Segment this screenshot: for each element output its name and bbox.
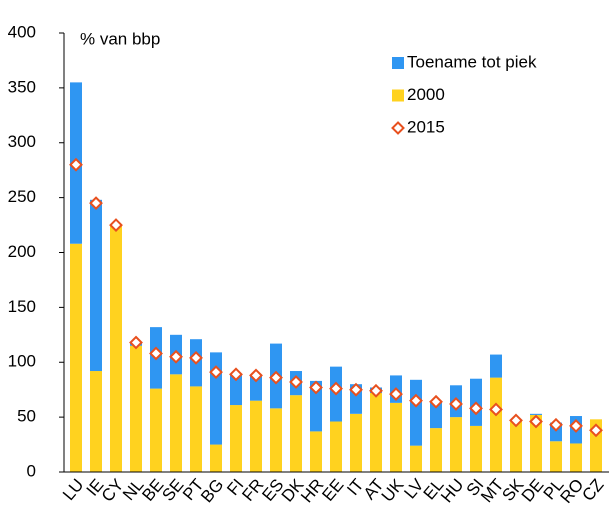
bar bbox=[390, 402, 402, 472]
bar bbox=[490, 377, 502, 472]
bar bbox=[510, 421, 522, 472]
bar bbox=[530, 413, 542, 415]
y-tick-label: 250 bbox=[8, 187, 36, 206]
marker bbox=[569, 418, 583, 433]
marker bbox=[289, 375, 303, 389]
bar bbox=[430, 428, 442, 472]
y-axis-label: % van bbp bbox=[80, 29, 160, 48]
bar bbox=[270, 408, 282, 472]
bar bbox=[570, 443, 582, 472]
marker bbox=[329, 381, 343, 396]
bar bbox=[90, 199, 102, 372]
marker bbox=[109, 218, 123, 232]
bar bbox=[150, 388, 162, 472]
marker bbox=[389, 387, 403, 401]
x-tick-label: CZ bbox=[578, 475, 607, 505]
bar bbox=[330, 421, 342, 472]
marker bbox=[269, 370, 283, 385]
bar bbox=[370, 392, 382, 472]
bar bbox=[90, 371, 102, 472]
x-tick-label: EE bbox=[318, 475, 347, 505]
marker bbox=[529, 414, 543, 429]
bar bbox=[230, 405, 242, 472]
bar bbox=[130, 345, 142, 472]
x-tick-label: HU bbox=[437, 475, 467, 506]
marker bbox=[509, 413, 523, 428]
y-tick-label: 150 bbox=[8, 297, 36, 316]
marker bbox=[149, 346, 163, 361]
legend-swatch bbox=[392, 89, 404, 102]
marker bbox=[129, 335, 143, 350]
marker bbox=[469, 401, 483, 416]
y-tick-label: 50 bbox=[17, 407, 36, 426]
y-tick-label: 200 bbox=[8, 242, 36, 261]
marker bbox=[349, 382, 363, 397]
legend-swatch bbox=[391, 121, 405, 135]
marker bbox=[229, 367, 243, 382]
legend-label: 2000 bbox=[407, 85, 445, 104]
bar bbox=[250, 400, 262, 472]
marker bbox=[489, 402, 503, 417]
bar bbox=[250, 375, 262, 401]
bar bbox=[70, 243, 82, 472]
bar bbox=[170, 374, 182, 472]
marker bbox=[189, 350, 203, 365]
bar bbox=[350, 413, 362, 472]
marker bbox=[449, 397, 463, 411]
legend-swatch bbox=[392, 57, 404, 69]
marker bbox=[69, 157, 83, 172]
bar bbox=[550, 441, 562, 472]
bar bbox=[310, 380, 322, 432]
legend-label: Toename tot piek bbox=[407, 52, 537, 71]
y-tick-label: 0 bbox=[27, 461, 36, 480]
bar bbox=[230, 375, 242, 406]
marker bbox=[249, 368, 263, 383]
marker bbox=[309, 380, 323, 395]
bar bbox=[470, 425, 482, 472]
y-tick-label: 100 bbox=[8, 352, 36, 371]
marker bbox=[429, 394, 443, 409]
y-tick-label: 350 bbox=[8, 77, 36, 96]
bar bbox=[310, 431, 322, 472]
y-tick-label: 300 bbox=[8, 132, 36, 151]
marker bbox=[369, 383, 383, 398]
bar bbox=[210, 444, 222, 472]
marker bbox=[549, 417, 563, 432]
marker bbox=[209, 365, 223, 380]
x-tick-label: LU bbox=[59, 475, 88, 504]
marker bbox=[589, 423, 603, 438]
marker bbox=[409, 393, 423, 408]
bar bbox=[450, 417, 462, 472]
bar bbox=[110, 225, 122, 472]
legend-label: 2015 bbox=[407, 117, 445, 136]
bar bbox=[290, 395, 302, 472]
bar bbox=[190, 386, 202, 472]
x-tick-label: BG bbox=[197, 475, 227, 506]
marker bbox=[89, 196, 103, 211]
bar bbox=[490, 354, 502, 378]
bar bbox=[430, 400, 442, 429]
bar bbox=[410, 445, 422, 472]
y-tick-label: 400 bbox=[8, 22, 36, 41]
marker bbox=[169, 349, 183, 364]
bar bbox=[410, 379, 422, 446]
bar bbox=[530, 414, 542, 472]
